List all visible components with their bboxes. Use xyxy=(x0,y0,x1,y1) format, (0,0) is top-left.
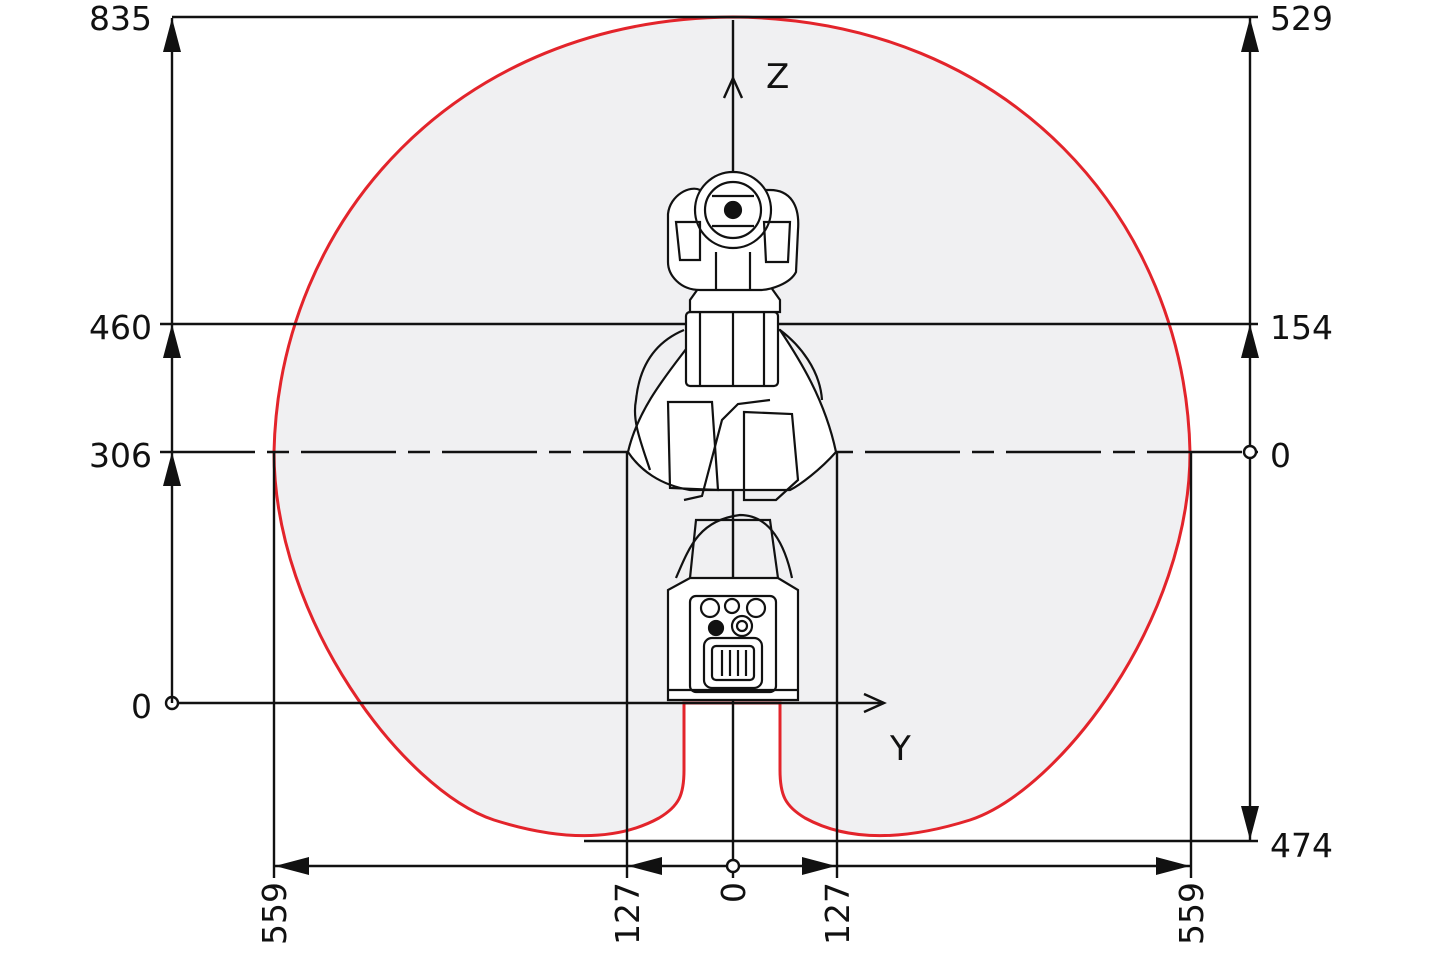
right-label-474: 474 xyxy=(1270,826,1333,865)
bottom-zero-marker xyxy=(725,858,741,874)
right-label-529: 529 xyxy=(1270,0,1333,38)
y-axis-label: Y xyxy=(889,729,911,769)
bottom-labels: 559 127 0 127 559 xyxy=(255,882,1211,945)
left-label-835: 835 xyxy=(89,0,152,38)
z-axis-label: Z xyxy=(766,57,789,97)
vertical-extension-lines xyxy=(272,452,1193,878)
y-axis xyxy=(172,692,887,714)
right-dimension-chain xyxy=(1241,18,1259,840)
right-labels: 529 154 0 474 xyxy=(1270,0,1333,865)
bottom-label-0: 0 xyxy=(714,882,753,903)
right-zero-marker xyxy=(1242,444,1258,460)
left-label-306: 306 xyxy=(89,436,152,475)
right-label-154: 154 xyxy=(1270,308,1333,347)
bottom-label-559-left: 559 xyxy=(255,882,294,945)
left-labels: 835 460 306 0 xyxy=(89,0,152,726)
bottom-label-127-right: 127 xyxy=(818,882,857,945)
bottom-label-559-right: 559 xyxy=(1172,882,1211,945)
left-label-460: 460 xyxy=(89,308,152,347)
right-label-0: 0 xyxy=(1270,436,1291,475)
bottom-label-127-left: 127 xyxy=(608,882,647,945)
left-label-0: 0 xyxy=(131,687,152,726)
robot-arm-icon xyxy=(626,170,838,702)
left-dimension-chain xyxy=(163,18,181,703)
